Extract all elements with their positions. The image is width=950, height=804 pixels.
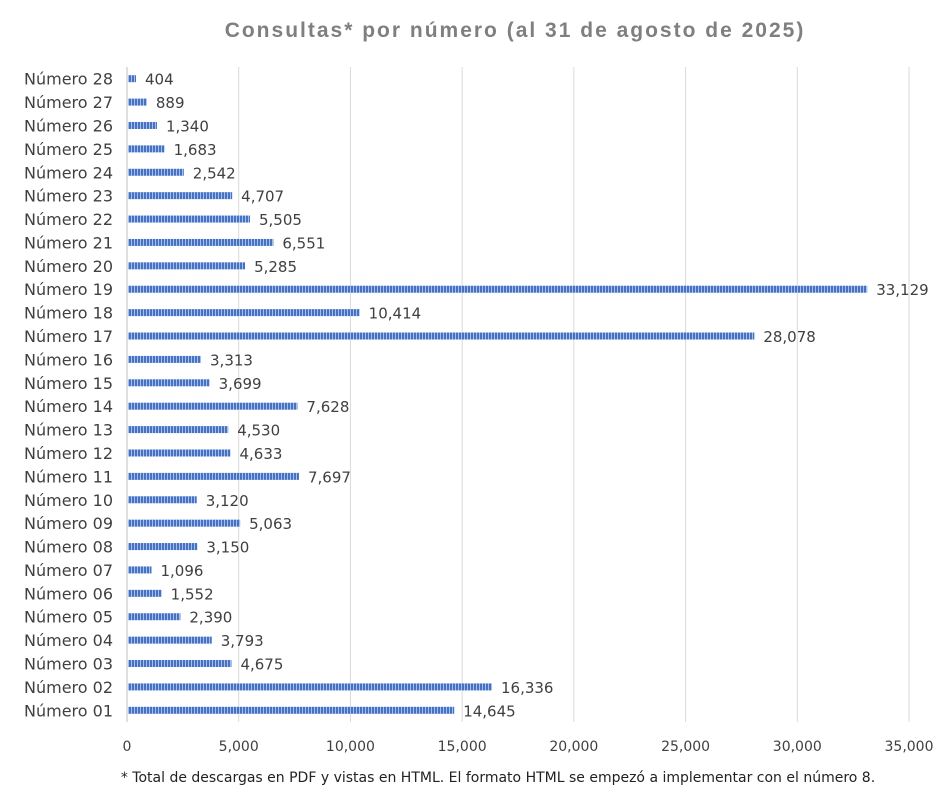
x-tick-label: 10,000 — [326, 739, 375, 755]
bar — [128, 543, 198, 551]
bar — [128, 613, 181, 621]
bar — [128, 379, 210, 387]
data-label: 28,078 — [763, 328, 816, 346]
bar — [128, 472, 299, 480]
x-tick-label: 15,000 — [438, 739, 487, 755]
chart-footnote: * Total de descargas en PDF y vistas en … — [120, 770, 876, 786]
category-label: Número 21 — [24, 233, 113, 252]
data-label: 1,552 — [171, 585, 214, 603]
chart-title: Consultas* por número (al 31 de agosto d… — [224, 19, 806, 42]
x-tick-label: 20,000 — [549, 739, 598, 755]
data-label: 6,551 — [282, 234, 325, 252]
data-label: 4,633 — [240, 445, 283, 463]
bar — [128, 519, 241, 527]
category-label: Número 18 — [24, 304, 113, 323]
bar — [128, 589, 162, 597]
bar — [128, 145, 165, 153]
data-label: 7,697 — [308, 468, 351, 486]
data-label: 33,129 — [876, 281, 929, 299]
category-label: Número 15 — [24, 374, 113, 393]
category-label: Número 13 — [24, 421, 113, 440]
x-tick-label: 35,000 — [885, 739, 934, 755]
bar — [128, 215, 250, 223]
data-label: 3,150 — [206, 539, 249, 557]
data-label: 4,675 — [240, 656, 283, 674]
bar — [128, 332, 755, 340]
category-label: Número 02 — [24, 678, 113, 697]
category-label: Número 17 — [24, 327, 113, 346]
data-label: 3,120 — [206, 492, 249, 510]
data-label: 2,390 — [189, 609, 232, 627]
data-label: 5,063 — [249, 515, 292, 533]
bar — [128, 168, 184, 176]
bar — [128, 98, 147, 106]
bar — [128, 192, 233, 200]
category-label: Número 03 — [24, 655, 113, 674]
category-label: Número 16 — [24, 350, 113, 369]
category-label: Número 05 — [24, 608, 113, 627]
category-label: Número 20 — [24, 257, 113, 276]
data-label: 5,285 — [254, 258, 297, 276]
category-label: Número 23 — [24, 187, 113, 206]
bar — [128, 449, 231, 457]
data-label: 4,707 — [241, 188, 284, 206]
data-label: 2,542 — [193, 164, 236, 182]
category-label: Número 07 — [24, 561, 113, 580]
bar — [128, 706, 455, 714]
category-label: Número 24 — [24, 163, 113, 182]
category-label: Número 22 — [24, 210, 113, 229]
data-label: 3,793 — [221, 632, 264, 650]
bar — [128, 660, 232, 668]
data-label: 14,645 — [463, 702, 516, 720]
category-label: Número 19 — [24, 280, 113, 299]
x-tick-label: 0 — [123, 739, 132, 755]
bar — [128, 355, 202, 363]
bar — [128, 309, 360, 317]
bar — [128, 121, 157, 129]
x-tick-label: 25,000 — [661, 739, 710, 755]
category-label: Número 06 — [24, 584, 113, 603]
data-label: 3,699 — [219, 375, 262, 393]
category-label: Número 28 — [24, 70, 113, 89]
data-label: 10,414 — [369, 305, 422, 323]
category-label: Número 27 — [24, 93, 113, 112]
category-label: Número 11 — [24, 467, 113, 486]
data-label: 4,530 — [237, 422, 280, 440]
x-tick-label: 5,000 — [219, 739, 259, 755]
data-label: 404 — [145, 71, 174, 89]
data-label: 3,313 — [210, 351, 253, 369]
bar — [128, 683, 492, 691]
data-label: 1,683 — [174, 141, 217, 159]
bar — [128, 496, 197, 504]
bar — [128, 75, 137, 83]
bar — [128, 566, 152, 574]
category-label: Número 14 — [24, 397, 113, 416]
data-label: 889 — [156, 94, 185, 112]
category-label: Número 26 — [24, 116, 113, 135]
data-label: 1,340 — [166, 117, 209, 135]
category-label: Número 01 — [24, 701, 113, 720]
data-label: 7,628 — [306, 398, 349, 416]
category-label: Número 08 — [24, 538, 113, 557]
category-label: Número 04 — [24, 631, 113, 650]
bar — [128, 238, 274, 246]
bar — [128, 262, 246, 270]
bar — [128, 402, 298, 410]
category-label: Número 09 — [24, 514, 113, 533]
bar — [128, 636, 212, 644]
x-tick-label: 30,000 — [773, 739, 822, 755]
data-label: 1,096 — [160, 562, 203, 580]
category-label: Número 12 — [24, 444, 113, 463]
bar — [128, 426, 229, 434]
data-label: 16,336 — [501, 679, 554, 697]
data-label: 5,505 — [259, 211, 302, 229]
category-label: Número 10 — [24, 491, 113, 510]
category-label: Número 25 — [24, 140, 113, 159]
bar — [128, 285, 868, 293]
